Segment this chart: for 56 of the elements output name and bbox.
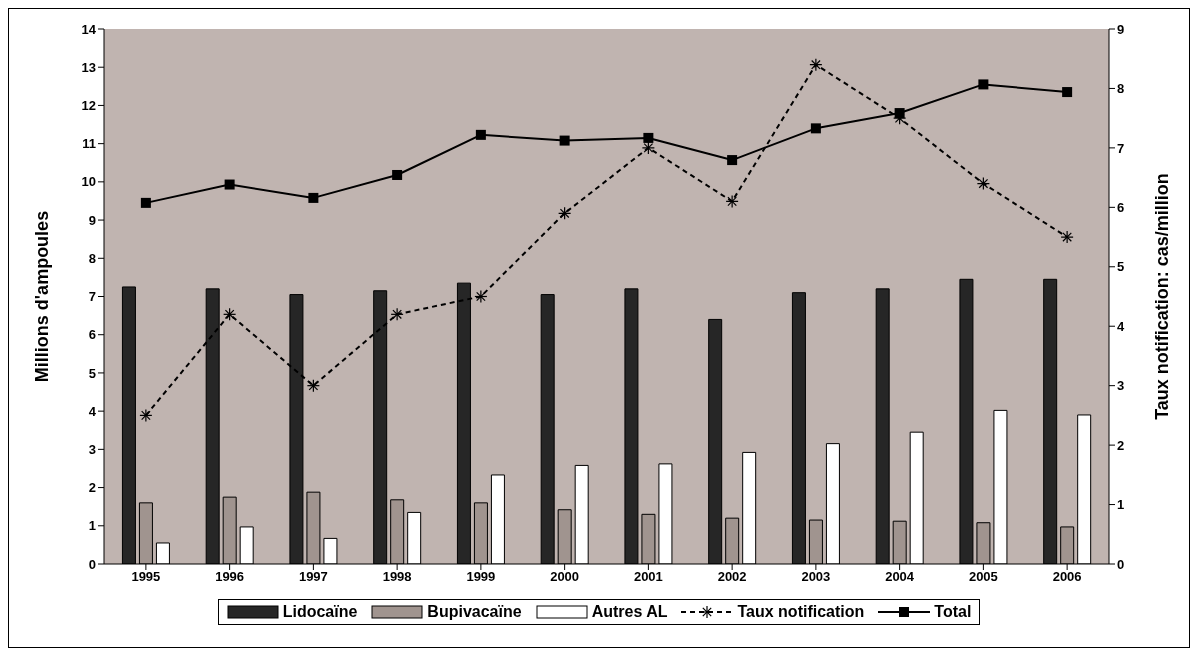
y-tick-label: 11 bbox=[82, 136, 96, 152]
y-tick-label: 1 bbox=[88, 518, 96, 534]
y-axis-title: Millions d'ampoules bbox=[32, 210, 53, 383]
point bbox=[224, 179, 235, 190]
x-tick-label: 2003 bbox=[801, 569, 831, 585]
y-tick-label: 5 bbox=[88, 365, 96, 381]
point bbox=[140, 197, 151, 208]
legend-label: Taux notification bbox=[737, 603, 865, 621]
y2-tick-label: 1 bbox=[1117, 497, 1125, 513]
y2-tick-label: 3 bbox=[1117, 378, 1125, 394]
x-tick-label: 1995 bbox=[131, 569, 161, 585]
x-tick-label: 2005 bbox=[968, 569, 998, 585]
x-tick-label: 1996 bbox=[215, 569, 245, 585]
point bbox=[727, 155, 738, 166]
y-tick-label: 9 bbox=[88, 212, 96, 228]
point bbox=[978, 79, 989, 90]
y2-tick-label: 5 bbox=[1117, 259, 1125, 275]
y-tick-label: 10 bbox=[81, 174, 96, 190]
y-tick-label: 8 bbox=[88, 250, 96, 266]
x-tick-label: 2006 bbox=[1052, 569, 1082, 585]
y2-tick-label: 8 bbox=[1117, 81, 1125, 97]
x-tick-label: 1999 bbox=[466, 569, 496, 585]
x-tick-label: 1998 bbox=[382, 569, 412, 585]
point bbox=[810, 123, 821, 134]
y-tick-label: 13 bbox=[81, 59, 96, 75]
x-tick-label: 2004 bbox=[885, 569, 915, 585]
legend-label: Lidocaïne bbox=[282, 603, 358, 621]
y2-tick-label: 2 bbox=[1117, 437, 1125, 453]
y-tick-label: 7 bbox=[88, 289, 96, 305]
y-tick-label: 14 bbox=[81, 21, 97, 37]
y-tick-label: 12 bbox=[81, 98, 96, 114]
legend-label: Total bbox=[934, 603, 972, 621]
y2-tick-label: 0 bbox=[1117, 556, 1125, 572]
x-tick-label: 2002 bbox=[717, 569, 747, 585]
y2-tick-label: 4 bbox=[1117, 318, 1125, 334]
y2-axis-title: Taux notification: cas/million bbox=[1152, 173, 1173, 420]
y-tick-label: 3 bbox=[88, 441, 96, 457]
point bbox=[894, 108, 905, 119]
y2-tick-label: 6 bbox=[1117, 199, 1125, 215]
point bbox=[308, 192, 319, 203]
legend-label: Autres AL bbox=[591, 603, 668, 621]
point bbox=[1062, 87, 1073, 98]
y-tick-label: 4 bbox=[88, 403, 97, 419]
point bbox=[475, 129, 486, 140]
y2-tick-label: 7 bbox=[1117, 140, 1125, 156]
x-tick-label: 1997 bbox=[298, 569, 328, 585]
y-tick-label: 6 bbox=[88, 327, 96, 343]
y-tick-label: 0 bbox=[88, 556, 96, 572]
legend-label: Bupivacaïne bbox=[427, 603, 522, 621]
point bbox=[559, 135, 570, 146]
x-tick-label: 2001 bbox=[633, 569, 663, 585]
y-tick-label: 2 bbox=[88, 480, 96, 496]
point bbox=[643, 132, 654, 143]
x-tick-label: 2000 bbox=[550, 569, 580, 585]
y2-tick-label: 9 bbox=[1117, 21, 1125, 37]
point bbox=[392, 169, 403, 180]
